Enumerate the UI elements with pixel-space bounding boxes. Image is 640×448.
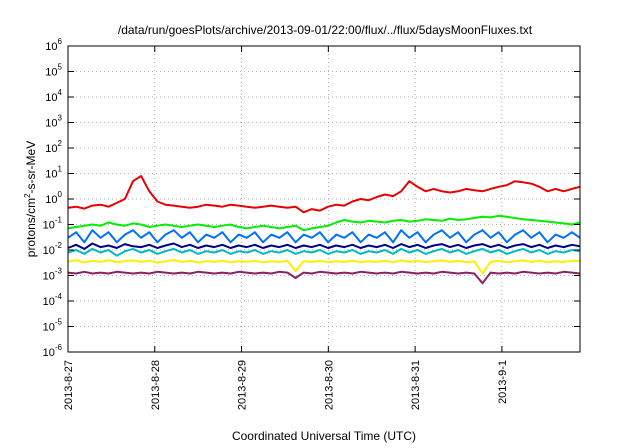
y-tick-label-base: 10 xyxy=(43,322,55,334)
y-tick-label: 10-6 xyxy=(43,343,63,359)
y-tick-label-exp: 4 xyxy=(58,88,63,97)
y-axis-label-post: -s-sr-MeV xyxy=(24,141,38,194)
y-tick-label-exp: -2 xyxy=(55,241,63,250)
x-tick-label: 2013-8-30 xyxy=(323,360,335,410)
series-line-6 xyxy=(67,270,581,285)
y-tick-label: 10-1 xyxy=(43,216,63,232)
y-tick-label: 10-4 xyxy=(43,292,63,308)
y-tick-label-base: 10 xyxy=(45,169,57,181)
y-tick-label-base: 10 xyxy=(45,143,57,155)
y-tick-label-exp: 3 xyxy=(58,114,63,123)
y-tick-label-exp: -4 xyxy=(55,292,63,301)
x-tick-label: 2013-8-28 xyxy=(150,360,162,410)
y-tick-label: 10-5 xyxy=(43,318,63,334)
x-tick-label: 2013-9-1 xyxy=(497,360,509,404)
y-axis-label-pre: protons/cm xyxy=(24,198,38,257)
x-tick-label: 2013-8-27 xyxy=(63,360,75,410)
series-line-2 xyxy=(67,229,581,244)
series-line-4 xyxy=(67,247,581,257)
x-tick-label: 2013-8-31 xyxy=(410,360,422,410)
y-tick-label: 105 xyxy=(45,63,62,79)
chart-title: /data/run/goesPlots/archive/2013-09-01/2… xyxy=(118,23,533,37)
y-tick-label-base: 10 xyxy=(45,67,57,79)
y-tick-label: 102 xyxy=(45,139,62,155)
y-tick-label-exp: 1 xyxy=(58,165,63,174)
y-tick-label-base: 10 xyxy=(43,245,55,257)
y-tick-label-base: 10 xyxy=(45,41,57,53)
y-tick-label: 106 xyxy=(45,37,62,53)
x-axis: 2013-8-27 2013-8-28 2013-8-29 2013-8-30 2013… xyxy=(63,46,509,410)
series-line-0 xyxy=(67,175,581,214)
y-tick-label-base: 10 xyxy=(45,118,57,130)
y-tick-label-exp: 5 xyxy=(58,63,63,72)
series-line-3 xyxy=(67,242,581,250)
y-axis: 10-610-510-410-310-210-11001011021031041… xyxy=(43,37,580,359)
x-axis-label: Coordinated Universal Time (UTC) xyxy=(232,429,416,443)
y-tick-label-exp: -5 xyxy=(55,318,63,327)
grid xyxy=(68,46,580,352)
y-axis-label-sup: 2 xyxy=(23,193,32,198)
y-tick-label-base: 10 xyxy=(43,271,55,283)
y-axis-label: protons/cm2-s-sr-MeV xyxy=(23,141,38,257)
y-tick-label-base: 10 xyxy=(45,92,57,104)
series-line-1 xyxy=(67,214,581,232)
y-tick-label-exp: 6 xyxy=(58,37,63,46)
y-tick-label-base: 10 xyxy=(43,347,55,359)
y-tick-label-exp: 0 xyxy=(58,190,63,199)
y-tick-label-base: 10 xyxy=(45,194,57,206)
y-tick-label: 10-3 xyxy=(43,267,63,283)
y-tick-label: 101 xyxy=(45,165,62,181)
y-tick-label: 104 xyxy=(45,88,62,104)
x-tick-label: 2013-8-29 xyxy=(237,360,249,410)
series-line-5 xyxy=(67,259,581,275)
y-tick-label-exp: -6 xyxy=(55,343,63,352)
y-tick-label: 103 xyxy=(45,114,62,130)
series-layer xyxy=(67,175,581,285)
y-tick-label-exp: -1 xyxy=(55,216,63,225)
y-tick-label: 10-2 xyxy=(43,241,63,257)
y-tick-label-base: 10 xyxy=(43,296,55,308)
y-tick-label-exp: -3 xyxy=(55,267,63,276)
y-tick-label: 100 xyxy=(45,190,62,206)
y-tick-label-exp: 2 xyxy=(58,139,63,148)
y-tick-label-base: 10 xyxy=(43,220,55,232)
